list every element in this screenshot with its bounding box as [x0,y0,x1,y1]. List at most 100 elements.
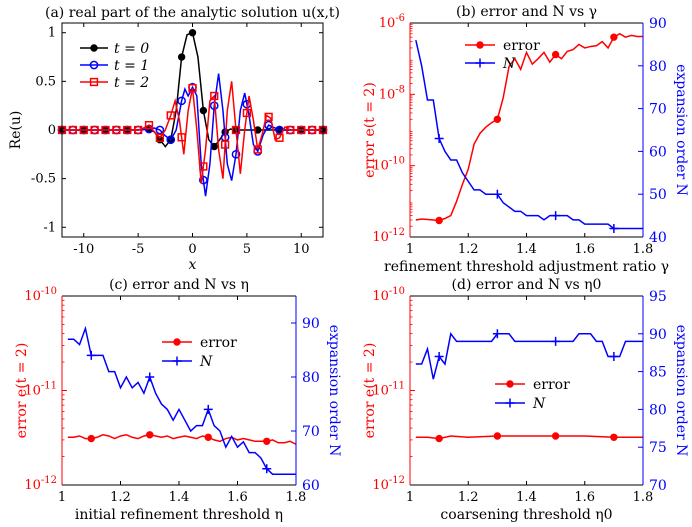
panel-b-xtick: 1.8 [633,242,654,257]
panel-a-series-marker [286,125,295,135]
panel-a-title: (a) real part of the analytic solution u… [45,5,340,21]
panel-a-series-marker [68,125,78,135]
panel-a-legend-marker [90,44,98,52]
panel-a-series-marker [264,112,273,122]
panel-c-ylabel-left: error e(t = 2) [14,343,30,439]
panel-b-ylabel-left: error e(t = 2) [362,82,378,178]
panel-a [57,22,328,238]
panel-b-series-marker [434,134,444,144]
panel-d-series-marker [609,351,619,361]
panel-c-series-marker [263,437,271,446]
panel-a-ytick: -0.5 [31,172,56,187]
panel-c-xtick: 1.8 [286,490,307,505]
panel-a-ytick: -1 [43,220,56,235]
panel-d-xlabel: coarsening threshold η0 [440,507,612,523]
panel-b-legend-marker [475,58,485,68]
panel-a-series-marker [112,125,121,135]
panel-d-series-marker [551,336,561,346]
panel-a-xtick: 0 [188,242,196,257]
panel-a-series-marker [231,149,241,159]
panel-c-series-line [67,433,297,445]
panel-d-series-line [415,332,643,380]
panel-a-xtick: 10 [293,242,310,257]
panel-b-series-line [415,32,643,222]
panel-b-legend-label: error [503,38,540,54]
panel-c-xtick: 1.4 [169,490,190,505]
panel-d-legend-marker [505,398,515,408]
panel-a-xtick: -5 [132,242,145,257]
panel-d-legend-marker [506,380,514,388]
panel-b-ytick-left: 10-10 [372,156,405,174]
panel-d-series-marker [551,432,560,440]
panel-b-xtick: 1.6 [574,242,595,257]
panel-a-series-marker [155,133,165,142]
panel-a-series-marker [199,175,208,185]
panel-a-series-marker [275,133,284,142]
panel-a-legend-label: t = 2 [114,75,149,91]
panel-d-xtick: 1.8 [633,490,654,505]
panel-d-ytick-left: 10-12 [372,475,405,493]
panel-b-ytick-left: 10-8 [379,84,405,102]
panel-a-series-marker [253,145,262,154]
panel-c-xtick: 1 [58,490,66,505]
panel-c-ylabel-right: expansion order N [326,325,342,457]
panel-c-ytick-right: 70 [302,424,320,440]
panel-d-title: (d) error and N vs η0 [452,277,602,293]
panel-c-ytick-left: 10-10 [24,286,57,304]
panel-a-series-marker [199,106,208,115]
panel-c-series-line [67,325,296,475]
panel-a-series-marker [123,125,132,135]
panel-a-series-line [62,81,323,184]
panel-d-ytick-right: 80 [649,402,667,418]
panel-b-series-marker [493,115,502,123]
panel-b-ytick-right: 40 [649,230,667,246]
panel-c-series-marker [262,464,272,474]
panel-b-series-marker [609,223,619,233]
panel-a-series-marker [155,125,165,135]
panel-a-ytick: 1 [48,26,56,41]
panel-b-ylabel-right: expansion order N [673,64,689,196]
panel-b-series-marker [492,189,502,199]
panel-c-xtick: 1.6 [227,490,248,505]
panel-a-series-marker [166,135,176,145]
panel-c-series-marker [145,372,155,382]
panel-b-ytick-right: 90 [649,16,667,32]
panel-d-ylabel-right: expansion order N [673,325,689,457]
panel-a-series-marker [177,133,186,142]
panel-c-legend-marker [173,338,181,346]
panel-b-series-marker [435,216,443,225]
panel-a-series-marker [177,96,186,106]
panel-d [409,295,644,486]
panel-a-series-marker [297,125,306,135]
panel-c-series-marker [204,433,212,441]
panel-c-series-marker [203,404,213,414]
panel-d-ylabel-left: error e(t = 2) [362,343,378,439]
panel-c-ytick-left: 10-11 [24,381,57,399]
panel-c-series-marker [86,350,96,360]
panel-d-series-marker [435,434,443,443]
panel-b-xtick: 1 [406,242,414,257]
panel-d-series-marker [434,351,444,361]
panel-b-ytick-left: 10-6 [379,13,405,31]
panel-a-ylabel: Re(u) [8,111,24,150]
panel-c-ytick-right: 80 [302,370,320,386]
panel-d-xtick: 1.4 [516,490,537,505]
panel-c-title: (c) error and N vs η [109,277,249,293]
panel-b [409,22,644,238]
panel-d-ytick-right: 90 [649,327,667,343]
panel-a-series-marker [166,111,175,120]
panel-a-series-marker [133,125,143,135]
panel-b-ytick-right: 80 [649,59,667,75]
panel-b-ytick-right: 60 [649,144,667,160]
panel-c-xlabel: initial refinement threshold η [75,507,283,523]
panel-d-series-marker [492,329,502,339]
panel-c-ytick-right: 60 [302,478,320,494]
panel-d-series-line [415,435,643,440]
panel-a-series-marker [220,140,230,149]
panel-b-series-marker [610,33,618,41]
panel-a-ytick: 0.5 [35,74,56,89]
panel-b-ytick-left: 10-12 [372,227,405,245]
panel-a-xlabel: x [189,257,197,273]
panel-c-ytick-left: 10-12 [24,475,57,493]
panel-a-series-marker [231,125,241,135]
